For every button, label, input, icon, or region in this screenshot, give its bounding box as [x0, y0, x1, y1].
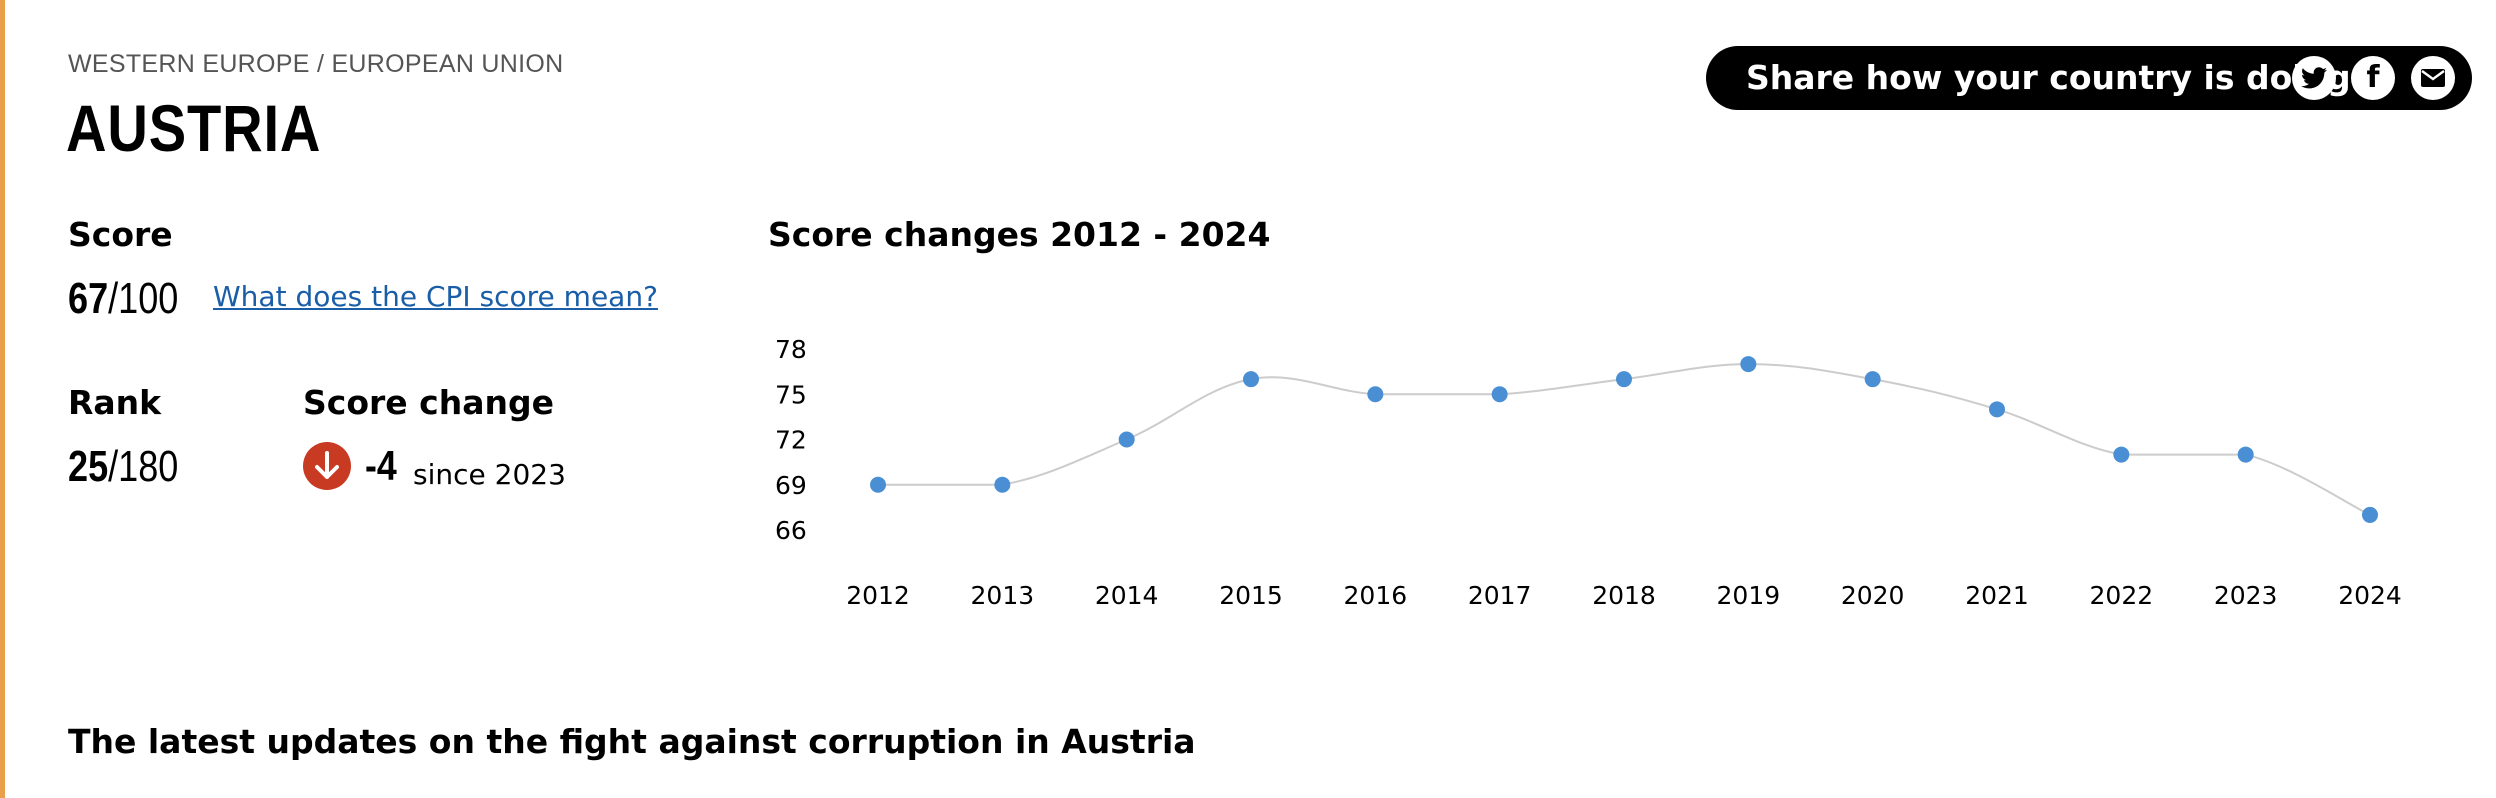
data-point-2019[interactable]: [1740, 356, 1757, 373]
facebook-icon: f: [2366, 60, 2380, 95]
data-point-2012[interactable]: [870, 476, 886, 493]
score-change-since: since 2023: [413, 458, 566, 491]
data-point-2014[interactable]: [1118, 431, 1135, 448]
share-twitter-button[interactable]: [2292, 56, 2336, 100]
mail-icon: [2421, 69, 2445, 87]
x-tick-label: 2021: [1965, 581, 2029, 610]
page-title: AUSTRIA: [66, 91, 322, 165]
x-tick-label: 2015: [1219, 581, 1283, 610]
rank-number: 25: [68, 442, 109, 491]
x-tick-label: 2018: [1592, 581, 1656, 610]
data-point-2015[interactable]: [1243, 371, 1259, 388]
rank-max: /180: [108, 442, 179, 491]
cpi-score-link[interactable]: What does the CPI score mean?: [213, 280, 658, 313]
y-tick-label: 66: [775, 516, 807, 545]
x-tick-label: 2022: [2090, 581, 2154, 610]
data-point-2017[interactable]: [1491, 386, 1508, 403]
x-tick-label: 2020: [1841, 581, 1905, 610]
data-point-2021[interactable]: [1989, 401, 2005, 418]
y-tick-label: 78: [775, 335, 807, 364]
x-tick-label: 2012: [846, 581, 910, 610]
x-tick-label: 2017: [1468, 581, 1532, 610]
share-facebook-button[interactable]: f: [2351, 56, 2395, 100]
data-point-2018[interactable]: [1616, 371, 1632, 388]
x-tick-label: 2019: [1717, 581, 1781, 610]
x-tick-label: 2023: [2214, 581, 2278, 610]
share-mail-button[interactable]: [2411, 56, 2455, 100]
data-point-2020[interactable]: [1864, 371, 1881, 388]
region-breadcrumb[interactable]: WESTERN EUROPE / EUROPEAN UNION: [68, 50, 564, 78]
share-text: Share how your country is doing: [1746, 58, 2351, 97]
y-tick-label: 75: [775, 380, 807, 409]
chart-title: Score changes 2012 - 2024: [768, 215, 1271, 254]
score-change-value: -4: [365, 442, 397, 489]
data-point-2016[interactable]: [1367, 386, 1384, 403]
data-point-2024[interactable]: [2362, 506, 2378, 523]
rank-value: 25/180: [68, 442, 178, 492]
arrow-down-icon: [303, 442, 351, 490]
x-tick-label: 2013: [971, 581, 1035, 610]
x-tick-label: 2014: [1095, 581, 1159, 610]
y-tick-label: 69: [775, 471, 807, 500]
score-label: Score: [68, 215, 173, 254]
share-bar: Share how your country is doing f: [1706, 46, 2472, 110]
x-tick-label: 2016: [1344, 581, 1408, 610]
data-point-2022[interactable]: [2113, 446, 2130, 463]
y-tick-label: 72: [775, 426, 807, 455]
score-max: /100: [108, 274, 179, 323]
data-point-2023[interactable]: [2237, 446, 2254, 463]
accent-bar: [0, 0, 5, 798]
twitter-icon: [2301, 67, 2327, 89]
latest-updates-heading: The latest updates on the fight against …: [68, 722, 1196, 761]
score-number: 67: [68, 274, 109, 323]
score-change-label: Score change: [303, 383, 554, 422]
score-line-chart: 78 75 72 69 66 2012 2013 2014 2015 2016 2017 2018 20…: [775, 335, 2402, 610]
score-value: 67/100: [68, 274, 178, 324]
data-point-2013[interactable]: [994, 476, 1011, 493]
x-tick-label: 2024: [2338, 581, 2402, 610]
rank-label: Rank: [68, 383, 162, 422]
